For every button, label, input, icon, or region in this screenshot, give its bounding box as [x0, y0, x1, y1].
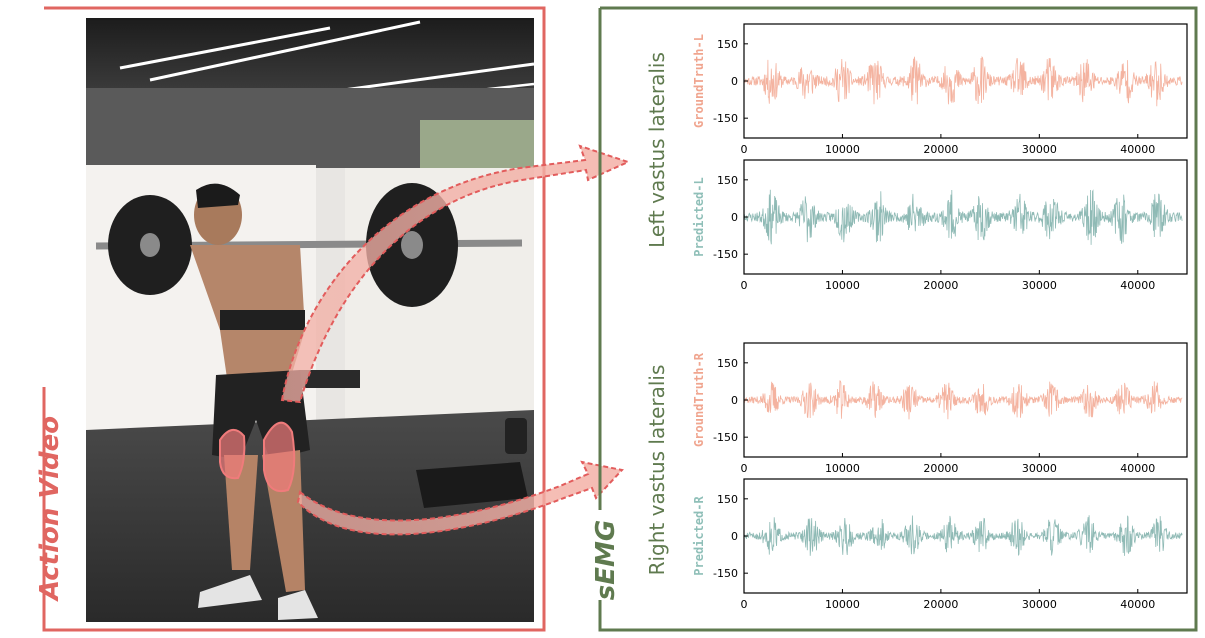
series-label: GroundTruth-L [692, 34, 706, 128]
series-label: GroundTruth-R [692, 352, 706, 447]
emg-plot-predicted-l: 150 0 -150 0 10000 20000 30000 40000 Predicted-L [692, 159, 1188, 292]
right-muscle-highlight [263, 421, 296, 492]
series-label: Predicted-L [692, 177, 706, 256]
semg-title: sEMG [591, 520, 621, 600]
x-tick-label: 30000 [1022, 279, 1057, 292]
x-tick-label: 0 [741, 143, 748, 156]
x-tick-label: 20000 [923, 598, 958, 611]
semg-plots: 150 0 -150 0 10000 20000 30000 40000 GroundTruth… [692, 23, 1188, 611]
x-tick-label: 30000 [1022, 143, 1057, 156]
emg-signal-line [743, 380, 1183, 420]
x-tick-label: 10000 [825, 143, 860, 156]
x-tick-label: 30000 [1022, 598, 1057, 611]
x-tick-label: 0 [741, 598, 748, 611]
group-label-left: Left vastus lateralis [645, 52, 669, 248]
arrow-right-muscle [296, 460, 624, 536]
x-tick-label: 20000 [923, 279, 958, 292]
arrow-left-muscle [280, 144, 631, 404]
x-tick-label: 0 [741, 462, 748, 475]
x-tick-label: 20000 [923, 462, 958, 475]
y-tick-label: 150 [717, 38, 738, 51]
person-squat-photo-icon [86, 18, 535, 622]
x-tick-label: 40000 [1120, 279, 1155, 292]
y-tick-label: 0 [731, 394, 738, 407]
x-tick-label: 30000 [1022, 462, 1057, 475]
y-tick-label: 150 [717, 174, 738, 187]
action-video-title: Action Video [35, 416, 65, 602]
action-video-panel: Action Video [35, 6, 546, 632]
semg-border [598, 6, 1198, 632]
emg-plot-predicted-r: 150 0 -150 0 10000 20000 30000 40000 Predicted-R [692, 478, 1188, 611]
x-tick-label: 40000 [1120, 462, 1155, 475]
emg-signal-line [744, 56, 1183, 107]
y-tick-label: 0 [731, 530, 738, 543]
x-tick-label: 20000 [923, 143, 958, 156]
y-tick-label: 150 [717, 357, 738, 370]
emg-signal-line [743, 189, 1183, 245]
group-label-right: Right vastus lateralis [645, 365, 669, 576]
y-tick-label: -150 [713, 431, 738, 444]
y-tick-label: 0 [731, 211, 738, 224]
x-tick-label: 10000 [825, 598, 860, 611]
y-tick-label: -150 [713, 248, 738, 261]
x-tick-label: 10000 [825, 462, 860, 475]
left-muscle-highlight [219, 429, 246, 480]
x-tick-label: 40000 [1120, 598, 1155, 611]
y-tick-label: -150 [713, 567, 738, 580]
emg-signal-line [744, 515, 1183, 557]
semg-panel: sEMG Left vastus lateralis Right vastus … [591, 6, 1198, 632]
emg-plot-groundtruth-r: 150 0 -150 0 10000 20000 30000 40000 GroundTruth… [692, 342, 1188, 475]
x-tick-label: 40000 [1120, 143, 1155, 156]
series-label: Predicted-R [692, 495, 706, 575]
x-tick-label: 0 [741, 279, 748, 292]
action-video-border [42, 6, 546, 632]
emg-plot-groundtruth-l: 150 0 -150 0 10000 20000 30000 40000 GroundTruth… [692, 23, 1188, 156]
y-tick-label: -150 [713, 112, 738, 125]
y-tick-label: 0 [731, 75, 738, 88]
x-tick-label: 10000 [825, 279, 860, 292]
y-tick-label: 150 [717, 493, 738, 506]
